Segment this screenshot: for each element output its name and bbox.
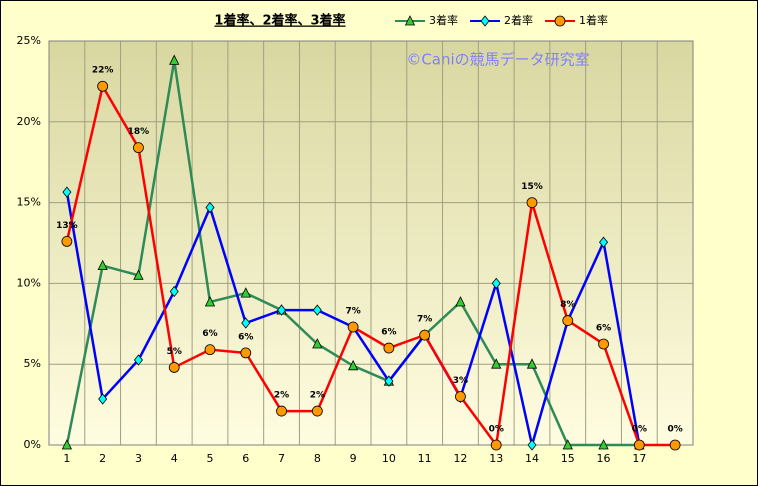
data-label: 8% xyxy=(560,300,575,310)
data-label: 2% xyxy=(310,391,325,401)
marker xyxy=(383,342,395,354)
marker xyxy=(490,439,502,451)
y-tick-label: 10% xyxy=(17,276,41,289)
x-tick-label: 6 xyxy=(242,452,249,465)
data-label: 18% xyxy=(128,127,150,137)
marker xyxy=(562,439,573,450)
x-tick-label: 9 xyxy=(350,452,357,465)
marker xyxy=(276,405,287,417)
marker xyxy=(598,338,609,350)
x-tick-label: 17 xyxy=(632,452,646,465)
marker xyxy=(669,439,681,451)
data-label: 2% xyxy=(274,391,289,401)
watermark: ©Caniの競馬データ研究室 xyxy=(406,51,589,69)
marker xyxy=(599,236,609,248)
x-tick-label: 8 xyxy=(314,452,321,465)
legend-label: 2着率 xyxy=(504,13,533,27)
x-tick-label: 4 xyxy=(171,452,178,465)
chart-title: 1着率、2着率、3着率 xyxy=(214,13,345,29)
marker xyxy=(169,285,179,298)
marker xyxy=(277,304,287,316)
marker xyxy=(491,277,501,290)
marker xyxy=(526,358,538,369)
data-label: 22% xyxy=(92,66,114,76)
data-label: 0% xyxy=(667,425,682,435)
marker xyxy=(205,201,215,214)
marker xyxy=(169,54,180,65)
data-label: 0% xyxy=(489,425,504,435)
marker xyxy=(404,15,416,26)
marker xyxy=(97,259,108,271)
data-label: 13% xyxy=(56,221,78,231)
data-label: 7% xyxy=(417,315,432,325)
x-tick-label: 2 xyxy=(99,452,106,465)
marker xyxy=(204,296,216,307)
x-tick-label: 7 xyxy=(278,452,285,465)
x-tick-label: 12 xyxy=(453,452,467,465)
marker xyxy=(240,347,252,359)
marker xyxy=(61,235,73,247)
y-tick-label: 20% xyxy=(17,115,41,128)
data-label: 15% xyxy=(521,182,543,192)
data-label: 3% xyxy=(453,376,468,386)
plot-border xyxy=(48,40,694,446)
marker xyxy=(633,439,645,451)
data-label: 6% xyxy=(596,324,611,334)
legend-label: 1着率 xyxy=(579,13,608,27)
marker xyxy=(554,15,566,27)
marker xyxy=(455,391,466,402)
marker xyxy=(562,315,574,326)
marker xyxy=(491,358,502,369)
marker xyxy=(455,296,466,307)
marker xyxy=(61,439,73,450)
x-tick-label: 14 xyxy=(525,452,539,465)
x-tick-label: 1 xyxy=(63,452,70,465)
marker xyxy=(312,338,323,349)
marker xyxy=(241,317,251,329)
data-label: 0% xyxy=(632,425,647,435)
marker xyxy=(133,269,144,280)
data-label: 6% xyxy=(202,329,217,339)
marker xyxy=(240,287,251,298)
marker xyxy=(133,354,143,366)
marker xyxy=(204,344,216,356)
y-tick-label: 25% xyxy=(17,34,41,47)
legend: 3着率 2着率 1着率 xyxy=(395,13,608,27)
marker xyxy=(312,304,322,316)
marker xyxy=(419,329,431,341)
marker xyxy=(526,197,538,209)
marker xyxy=(98,393,108,405)
marker xyxy=(527,439,537,451)
data-label: 7% xyxy=(345,307,360,317)
marker xyxy=(133,142,144,154)
data-label: 6% xyxy=(381,328,396,338)
data-label: 5% xyxy=(167,347,182,357)
marker xyxy=(347,321,359,333)
x-tick-label: 16 xyxy=(597,452,611,465)
x-tick-label: 15 xyxy=(561,452,575,465)
marker xyxy=(62,186,72,198)
marker xyxy=(311,405,323,417)
legend-label: 3着率 xyxy=(429,13,458,27)
y-tick-label: 0% xyxy=(24,438,41,451)
marker xyxy=(598,439,609,450)
x-tick-label: 13 xyxy=(489,452,503,465)
marker xyxy=(480,15,490,27)
data-label: 6% xyxy=(238,332,253,342)
y-tick-label: 5% xyxy=(24,357,41,370)
y-tick-label: 15% xyxy=(17,196,41,209)
x-tick-label: 10 xyxy=(382,452,396,465)
series-line xyxy=(65,82,676,449)
x-tick-label: 5 xyxy=(207,452,214,465)
marker xyxy=(384,375,394,387)
marker xyxy=(168,362,180,373)
marker xyxy=(347,359,359,371)
x-tick-label: 11 xyxy=(418,452,432,465)
marker xyxy=(97,80,109,92)
x-tick-label: 3 xyxy=(135,452,142,465)
